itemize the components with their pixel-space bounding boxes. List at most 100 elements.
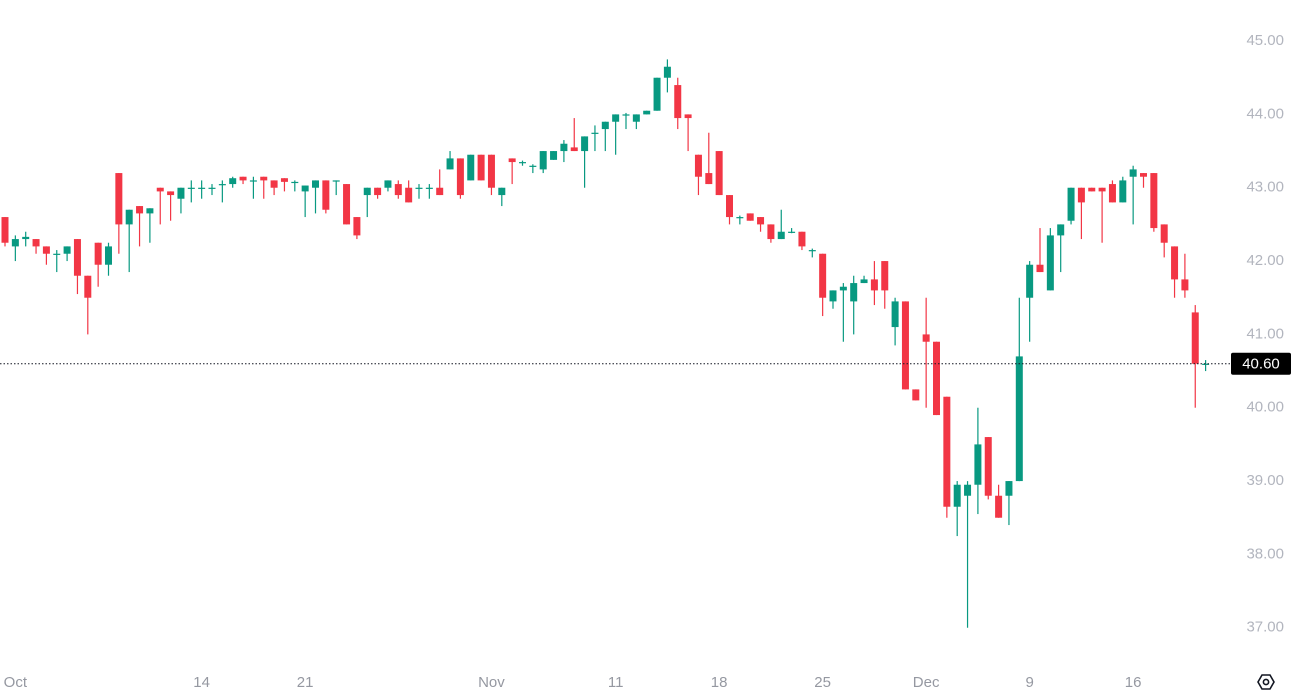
candle-body: [964, 484, 972, 496]
candle-body: [405, 187, 413, 203]
candle-body: [84, 275, 92, 298]
candle-body: [715, 151, 723, 196]
candle-body: [933, 341, 940, 416]
settings-icon[interactable]: [1257, 674, 1275, 690]
candle-body: [446, 158, 454, 170]
settings-dot: [1262, 678, 1270, 686]
candle-body: [384, 180, 392, 188]
candle-body: [94, 242, 102, 265]
candle-body: [208, 187, 216, 189]
candle-body: [663, 66, 671, 78]
y-tick-label: 45.00: [1246, 32, 1284, 49]
candle-body: [415, 187, 423, 189]
candle-body: [808, 250, 816, 252]
candle-body: [53, 253, 61, 255]
y-tick-label: 44.00: [1246, 105, 1284, 122]
candle-body: [995, 495, 1003, 518]
candle-body: [674, 85, 682, 119]
x-tick-label: 9: [1025, 674, 1033, 691]
candle-body: [1067, 187, 1075, 221]
candle-body: [239, 176, 247, 181]
candle-body: [1005, 481, 1013, 496]
candle-body: [1026, 264, 1034, 298]
y-tick-label: 42.00: [1246, 252, 1284, 269]
candle-body: [291, 181, 299, 184]
candle-body: [1150, 173, 1158, 229]
settings-hex: [1257, 674, 1275, 690]
candle-body: [1098, 187, 1106, 192]
candle-body: [1108, 184, 1116, 203]
candle-body: [736, 217, 744, 219]
last-price-label: 40.60: [1242, 356, 1280, 373]
candle-body: [63, 246, 71, 254]
candle-body: [456, 158, 464, 196]
candle-body: [487, 154, 495, 188]
candle-body: [1057, 224, 1065, 236]
candle-body: [436, 187, 444, 196]
x-tick-label: 25: [814, 674, 831, 691]
y-tick-label: 41.00: [1246, 325, 1284, 342]
candle-body: [953, 484, 961, 507]
candle-body: [1171, 246, 1179, 280]
candle-body: [943, 396, 951, 507]
y-tick-label: 38.00: [1246, 545, 1284, 562]
candle-body: [249, 180, 257, 182]
candle-body: [322, 180, 330, 210]
candle-body: [746, 213, 754, 221]
candle-body: [498, 187, 506, 196]
candle-body: [901, 301, 909, 390]
candle-body: [374, 187, 382, 196]
candle-body: [839, 286, 847, 291]
candle-body: [353, 217, 361, 236]
candle-body: [467, 154, 475, 181]
candle-body: [560, 143, 568, 152]
last-price-box: [1231, 352, 1291, 375]
candle-body: [1191, 312, 1199, 364]
candle-body: [694, 154, 702, 177]
candle-body: [612, 114, 620, 122]
candle-body: [343, 184, 351, 225]
y-tick-label: 43.00: [1246, 179, 1284, 196]
candle-body: [229, 178, 237, 185]
candle-body: [156, 187, 164, 192]
candle-body: [653, 77, 661, 111]
candle-body: [105, 246, 112, 265]
candle-body: [508, 158, 516, 163]
candle-body: [477, 154, 485, 181]
candle-body: [125, 209, 133, 225]
candle-body: [829, 290, 837, 302]
candle-body: [570, 147, 578, 152]
candle-body: [218, 184, 226, 186]
candle-body: [1015, 356, 1023, 482]
candle-body: [425, 187, 433, 189]
candle-body: [870, 279, 878, 291]
candle-body: [788, 231, 796, 233]
candle-body: [136, 206, 144, 214]
candle-body: [1160, 224, 1168, 243]
x-tick-label: 11: [608, 674, 624, 691]
candle-body: [312, 180, 319, 188]
candle-body: [1119, 180, 1127, 203]
candle-body: [1046, 235, 1054, 291]
x-tick-label: 14: [193, 674, 210, 691]
candle-body: [1, 217, 9, 243]
candle-body: [881, 261, 889, 291]
y-tick-label: 40.00: [1246, 399, 1284, 416]
x-tick-label: 21: [297, 674, 314, 691]
candle-body: [177, 187, 185, 199]
candle-body: [601, 121, 609, 130]
candle-body: [270, 180, 278, 188]
candle-body: [11, 239, 19, 247]
x-tick-label: Nov: [478, 674, 505, 691]
candle-body: [860, 279, 868, 284]
candle-body: [115, 173, 123, 225]
candle-body: [167, 191, 175, 196]
candles: [1, 59, 1210, 628]
candle-body: [1181, 279, 1189, 291]
candle-body: [146, 208, 154, 214]
candle-body: [591, 132, 599, 134]
candle-body: [984, 437, 992, 496]
candle-body: [912, 389, 920, 401]
